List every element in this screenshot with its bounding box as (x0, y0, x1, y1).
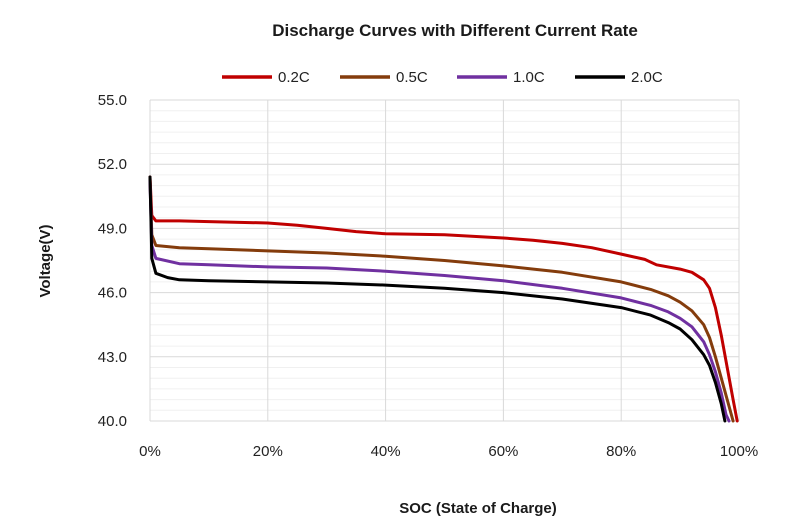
legend-label: 1.0C (513, 69, 545, 86)
series-line-0.2C (148, 175, 739, 423)
series-line-2.0C (148, 175, 727, 423)
y-axis-ticks: 40.0 43.0 46.0 49.0 52.0 55.0 (98, 92, 127, 430)
x-tick-label: 60% (488, 443, 518, 460)
y-axis-title: Voltage(V) (37, 224, 54, 297)
y-tick-label: 46.0 (98, 285, 127, 302)
legend-label: 0.2C (278, 69, 310, 86)
x-tick-label: 40% (371, 443, 401, 460)
y-tick-label: 55.0 (98, 92, 127, 109)
chart-title: Discharge Curves with Different Current … (272, 21, 638, 40)
legend-label: 0.5C (396, 69, 428, 86)
major-gridlines (149, 99, 740, 422)
legend: 0.2C 0.5C 1.0C 2.0C (222, 69, 663, 86)
x-tick-label: 80% (606, 443, 636, 460)
x-tick-label: 0% (139, 443, 161, 460)
series-layer (148, 175, 739, 423)
y-tick-label: 49.0 (98, 220, 127, 237)
x-tick-label: 20% (253, 443, 283, 460)
y-tick-label: 43.0 (98, 349, 127, 366)
x-axis-title: SOC (State of Charge) (399, 500, 557, 517)
x-axis-ticks: 0% 20% 40% 60% 80% 100% (139, 443, 758, 460)
y-tick-label: 40.0 (98, 413, 127, 430)
x-tick-label: 100% (720, 443, 758, 460)
series-line-1.0C (148, 179, 731, 423)
series-line-0.5C (148, 177, 735, 423)
y-tick-label: 52.0 (98, 156, 127, 173)
legend-label: 2.0C (631, 69, 663, 86)
